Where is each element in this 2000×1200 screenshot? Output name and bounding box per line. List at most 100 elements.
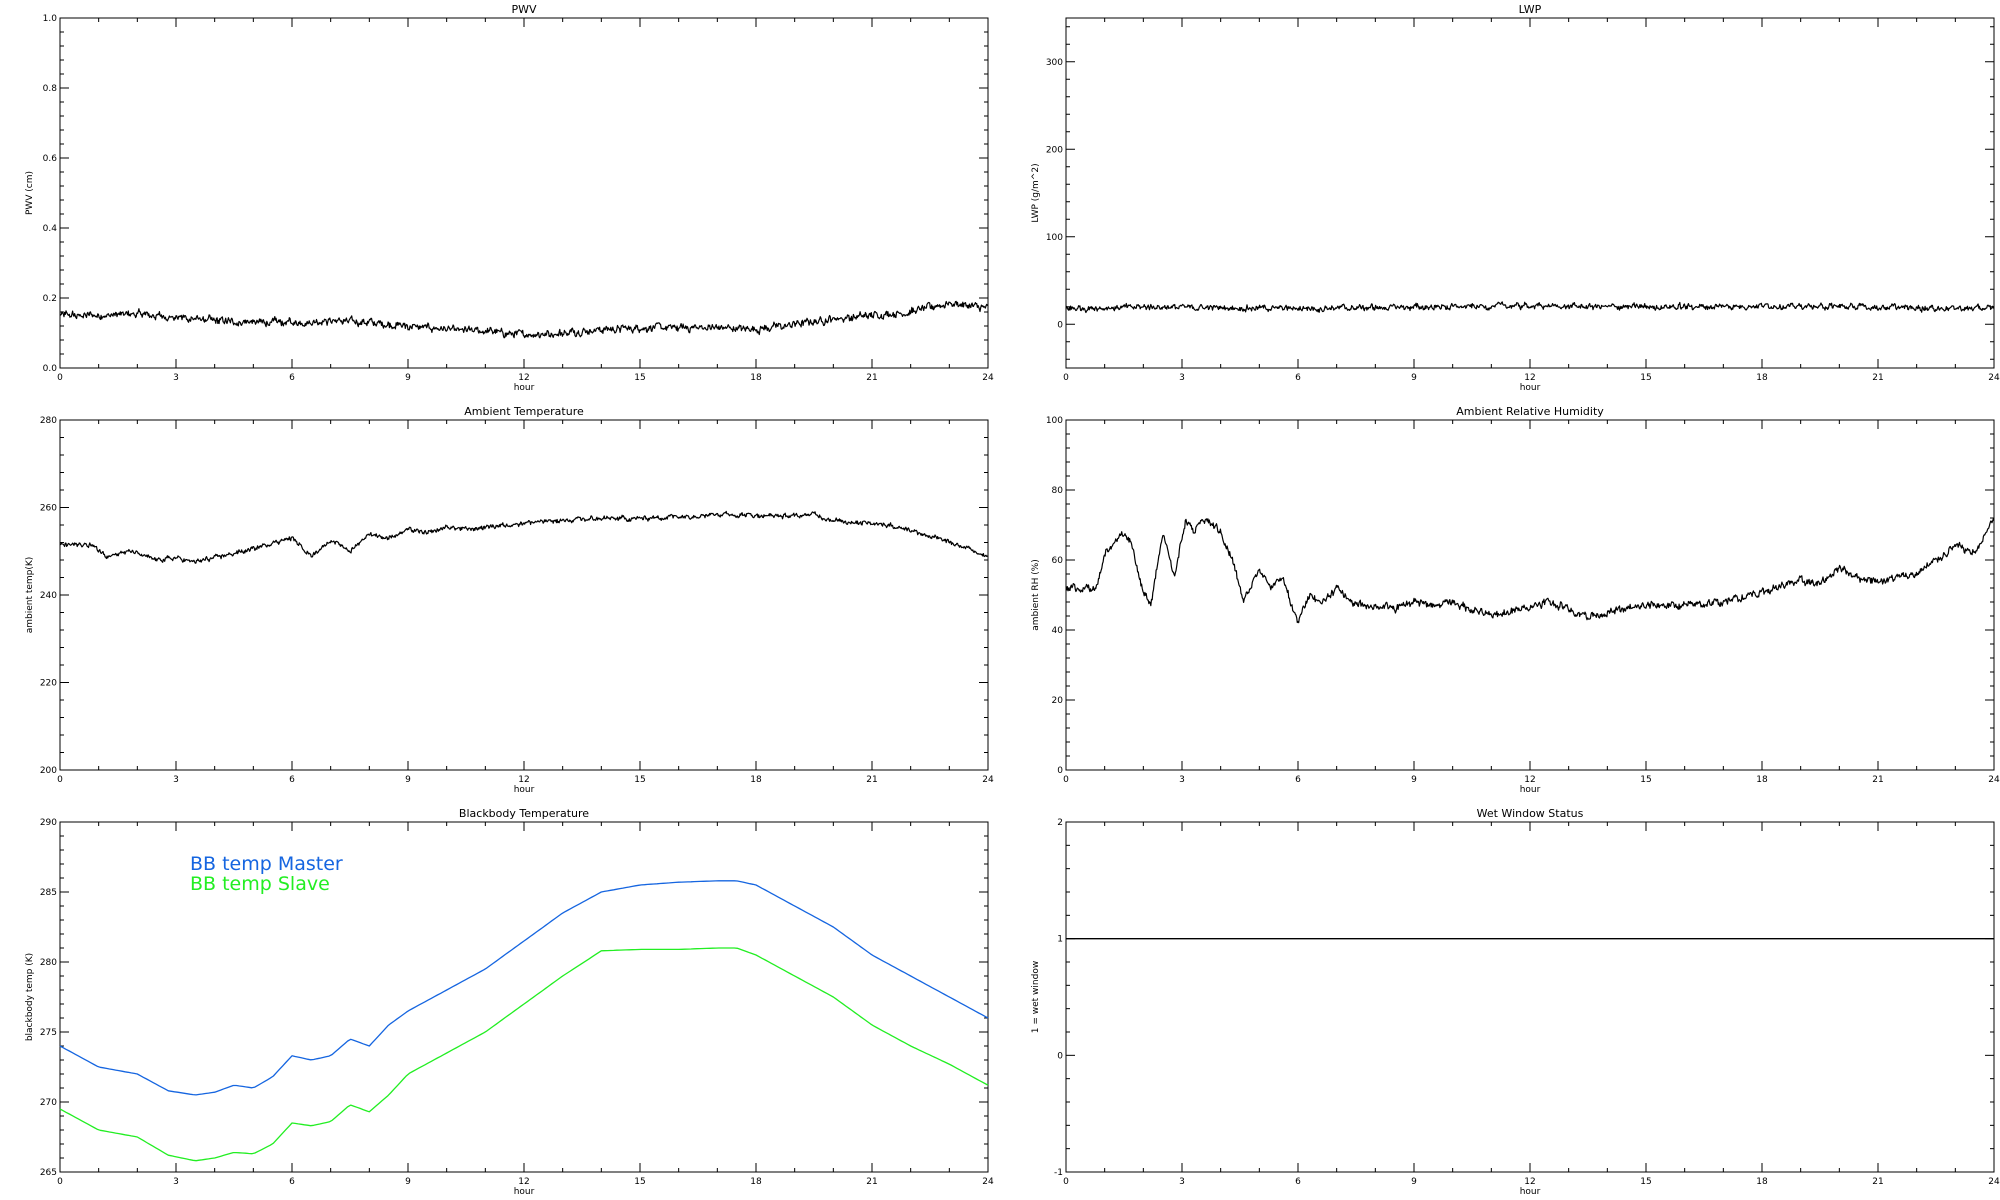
y-axis-label: ambient RH (%)	[1031, 559, 1041, 631]
x-tick-label: 18	[1756, 1177, 1768, 1187]
x-tick-label: 9	[405, 1177, 411, 1187]
y-tick-label: 290	[40, 818, 57, 828]
y-tick-label: 0.0	[43, 364, 58, 374]
x-axis-label: hour	[514, 1187, 535, 1197]
x-tick-label: 21	[1872, 775, 1883, 785]
x-tick-label: 3	[173, 373, 179, 383]
x-tick-label: 0	[1063, 1177, 1069, 1187]
x-tick-label: 18	[1756, 373, 1768, 383]
x-tick-label: 12	[1524, 1177, 1535, 1187]
x-tick-label: 6	[1295, 775, 1301, 785]
x-tick-label: 24	[982, 775, 994, 785]
x-tick-label: 21	[866, 373, 877, 383]
y-tick-label: 0	[1057, 320, 1063, 330]
y-tick-label: 200	[40, 766, 57, 776]
panel-ambient-temp: Ambient Temperature 0 3 6 9 12 15 18 21 24 hour 200…	[25, 405, 994, 795]
y-tick-label: 240	[40, 591, 57, 601]
x-tick-label: 3	[1179, 373, 1185, 383]
y-tick-label: 100	[1046, 416, 1063, 426]
x-tick-label: 0	[57, 373, 63, 383]
y-axis-label: blackbody temp (K)	[25, 953, 35, 1041]
panel-pwv: PWV 0 3 6 9 12 15 18 21 24 hour 0.0 0.2 0.4 0.6 0.8 1.0 P…	[25, 3, 994, 393]
x-tick-label: 3	[173, 1177, 179, 1187]
y-tick-label: 0.8	[43, 84, 58, 94]
x-tick-label: 0	[57, 775, 63, 785]
x-tick-label: 0	[1063, 775, 1069, 785]
x-tick-label: 24	[1988, 1177, 2000, 1187]
x-tick-label: 15	[1640, 775, 1651, 785]
x-axis-label: hour	[1520, 785, 1541, 795]
x-tick-label: 3	[173, 775, 179, 785]
x-tick-label: 9	[1411, 775, 1417, 785]
y-tick-label: 0.2	[43, 294, 57, 304]
x-tick-label: 21	[1872, 1177, 1883, 1187]
series-line-ambient-rh	[1065, 518, 1995, 624]
y-tick-label: 0	[1057, 1051, 1063, 1061]
x-tick-label: 3	[1179, 1177, 1185, 1187]
y-tick-label: 220	[40, 679, 57, 689]
y-axis-label: ambient temp(K)	[25, 557, 35, 634]
x-tick-label: 24	[982, 1177, 994, 1187]
series-line-bb-temp-slave	[59, 947, 989, 1162]
x-tick-label: 15	[1640, 1177, 1651, 1187]
x-tick-label: 3	[1179, 775, 1185, 785]
panel-blackbody-temp: Blackbody Temperature 0 3 6 9 12 15 18 21 24 hour 2…	[25, 807, 994, 1197]
x-tick-label: 18	[750, 1177, 762, 1187]
x-tick-label: 6	[1295, 1177, 1301, 1187]
chart-title: PWV	[511, 3, 537, 16]
y-tick-label: 1	[1057, 935, 1063, 945]
y-tick-label: 260	[40, 504, 57, 514]
x-tick-label: 21	[1872, 373, 1883, 383]
legend-entry: BB temp Slave	[190, 873, 330, 895]
series-line-bb-temp-master	[59, 880, 989, 1096]
x-tick-label: 0	[1063, 373, 1069, 383]
x-tick-label: 9	[1411, 1177, 1417, 1187]
y-tick-label: 2	[1057, 818, 1063, 828]
x-tick-label: 18	[1756, 775, 1768, 785]
y-tick-label: 0.4	[43, 224, 58, 234]
x-tick-label: 24	[1988, 373, 2000, 383]
chart-title: Ambient Temperature	[464, 405, 584, 418]
y-tick-label: 80	[1052, 486, 1064, 496]
x-tick-label: 12	[1524, 373, 1535, 383]
x-axis-label: hour	[1520, 383, 1541, 393]
series-line-pwv	[59, 300, 989, 339]
x-tick-label: 6	[289, 373, 295, 383]
y-axis-label: PWV (cm)	[25, 171, 35, 215]
y-tick-label: 285	[40, 888, 57, 898]
x-tick-label: 6	[289, 775, 295, 785]
x-tick-label: 15	[634, 775, 645, 785]
x-tick-label: 6	[1295, 373, 1301, 383]
y-tick-label: 280	[40, 416, 57, 426]
x-axis-label: hour	[514, 785, 535, 795]
y-tick-label: 265	[40, 1168, 57, 1178]
y-axis-label: 1 = wet window	[1031, 961, 1041, 1033]
series-line-ambient-temp	[59, 510, 989, 564]
panel-lwp: LWP 0 3 6 9 12 15 18 21 24 hour 0 100 200 300 LWP (g/m^…	[1031, 3, 2000, 393]
x-tick-label: 9	[405, 373, 411, 383]
x-tick-label: 9	[405, 775, 411, 785]
x-tick-label: 6	[289, 1177, 295, 1187]
chart-title: LWP	[1519, 3, 1542, 16]
x-tick-label: 15	[634, 1177, 645, 1187]
y-tick-label: 0	[1057, 766, 1063, 776]
y-axis-label: LWP (g/m^2)	[1031, 163, 1041, 222]
x-tick-label: 15	[1640, 373, 1651, 383]
y-tick-label: 300	[1046, 58, 1063, 68]
x-tick-label: 9	[1411, 373, 1417, 383]
y-tick-label: 1.0	[43, 14, 58, 24]
x-tick-label: 18	[750, 373, 762, 383]
x-tick-label: 24	[1988, 775, 2000, 785]
y-tick-label: 270	[40, 1098, 57, 1108]
y-tick-label: 20	[1052, 696, 1064, 706]
chart-title: Blackbody Temperature	[459, 807, 589, 820]
chart-title: Ambient Relative Humidity	[1456, 405, 1604, 418]
y-tick-label: 60	[1052, 556, 1064, 566]
x-tick-label: 12	[1524, 775, 1535, 785]
x-tick-label: 12	[518, 775, 529, 785]
y-tick-label: -1	[1054, 1168, 1063, 1178]
x-tick-label: 21	[866, 1177, 877, 1187]
legend-entry: BB temp Master	[190, 853, 343, 875]
x-axis-label: hour	[1520, 1187, 1541, 1197]
